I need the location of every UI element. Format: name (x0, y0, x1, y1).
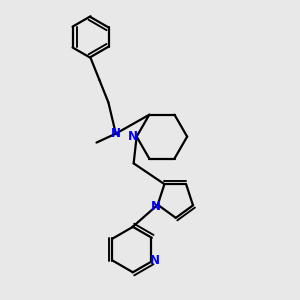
Text: N: N (150, 254, 160, 267)
Text: N: N (111, 127, 121, 140)
Text: N: N (151, 200, 161, 213)
Text: N: N (128, 130, 138, 143)
